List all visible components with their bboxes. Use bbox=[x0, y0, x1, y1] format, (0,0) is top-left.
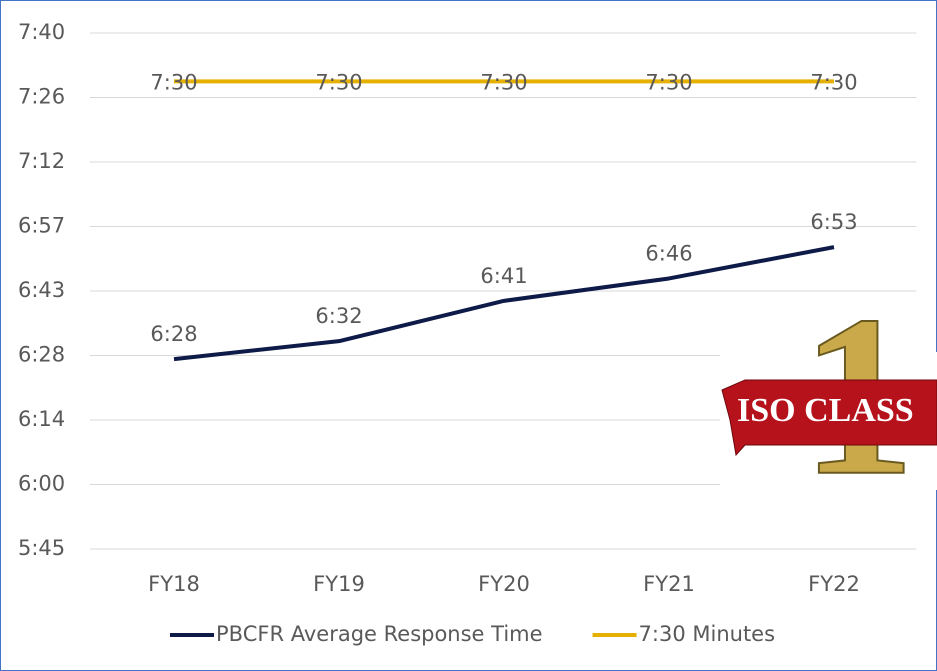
logo: 1 ISO CLASS bbox=[720, 267, 937, 524]
data-label: 7:30 bbox=[645, 70, 692, 94]
logo-ribbon bbox=[721, 379, 937, 457]
data-label: 7:30 bbox=[810, 70, 857, 94]
data-label: 6:28 bbox=[150, 322, 197, 346]
data-label: 6:41 bbox=[480, 264, 527, 288]
y-tick-label: 7:26 bbox=[18, 85, 65, 109]
data-label: 7:30 bbox=[150, 70, 197, 94]
x-tick-label: FY18 bbox=[148, 572, 200, 596]
x-tick-label: FY19 bbox=[313, 572, 365, 596]
data-label: 6:32 bbox=[315, 304, 362, 328]
x-tick-label: FY20 bbox=[478, 572, 530, 596]
x-tick-label: FY21 bbox=[643, 572, 695, 596]
legend-label: 7:30 Minutes bbox=[639, 622, 776, 646]
data-label: 7:30 bbox=[315, 70, 362, 94]
y-tick-label: 5:45 bbox=[18, 536, 65, 560]
y-tick-label: 6:43 bbox=[18, 278, 65, 302]
y-tick-label: 7:40 bbox=[18, 20, 65, 44]
data-label: 6:53 bbox=[810, 210, 857, 234]
y-tick-label: 6:14 bbox=[18, 407, 65, 431]
y-tick-label: 6:28 bbox=[18, 343, 65, 367]
y-tick-label: 7:12 bbox=[18, 149, 65, 173]
x-tick-label: FY22 bbox=[808, 572, 860, 596]
y-tick-label: 6:57 bbox=[18, 214, 65, 238]
data-label: 6:46 bbox=[645, 241, 692, 265]
series-line bbox=[173, 245, 835, 362]
legend-label: PBCFR Average Response Time bbox=[216, 622, 543, 646]
y-tick-label: 6:00 bbox=[18, 472, 65, 496]
logo-text: ISO CLASS bbox=[737, 392, 914, 429]
data-label: 7:30 bbox=[480, 70, 527, 94]
